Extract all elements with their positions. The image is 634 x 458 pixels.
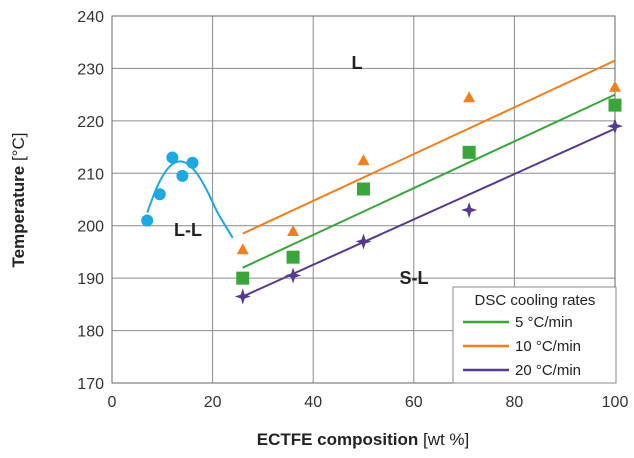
y-tick-label: 200	[77, 219, 104, 236]
x-tick-label: 80	[506, 394, 524, 411]
plot-frame	[111, 15, 616, 384]
region-label-s-l: S-L	[400, 268, 429, 288]
data-point-r20	[461, 201, 478, 218]
y-tick-labels: 170 180 190 200 210 220 230 240	[77, 9, 104, 393]
data-point-r20	[234, 288, 251, 305]
series-lines	[146, 59, 616, 298]
series-line-r20	[242, 127, 616, 298]
data-point-ll	[186, 156, 199, 169]
y-tick-label: 180	[77, 324, 104, 341]
region-label-l-l: L-L	[174, 220, 202, 240]
x-axis-title-main: ECTFE composition	[257, 430, 419, 449]
legend-label-10: 10 °C/min	[515, 338, 581, 355]
data-point-r10	[287, 224, 300, 236]
series-line-r5	[242, 93, 616, 269]
data-point-r5	[608, 98, 622, 112]
y-tick-label: 230	[77, 61, 104, 78]
data-point-r10	[236, 243, 249, 255]
legend-label-5: 5 °C/min	[515, 314, 573, 331]
data-point-ll	[141, 214, 154, 227]
x-tick-label: 0	[108, 394, 117, 411]
y-tick-label: 220	[77, 114, 104, 131]
data-point-r10	[463, 91, 476, 103]
series-line-r10	[242, 59, 616, 235]
data-point-r5	[236, 271, 250, 285]
x-tick-label: 100	[602, 394, 629, 411]
series-markers	[141, 80, 623, 305]
x-tick-labels: 0 20 40 60 80 100	[108, 394, 629, 411]
y-tick-label: 170	[77, 376, 104, 393]
x-tick-label: 60	[405, 394, 423, 411]
data-point-r20	[607, 118, 623, 135]
data-point-ll	[176, 169, 189, 182]
y-axis-title-unit: [°C]	[9, 133, 28, 162]
legend-title: DSC cooling rates	[475, 292, 596, 309]
y-tick-label: 240	[77, 9, 104, 26]
x-axis-title-unit: [wt %]	[423, 430, 469, 449]
data-point-r10	[609, 80, 621, 92]
data-point-r5	[357, 182, 370, 196]
data-point-ll	[166, 151, 179, 164]
legend: DSC cooling rates 5 °C/min 10 °C/min 20 …	[452, 286, 617, 384]
x-tick-label: 20	[204, 394, 222, 411]
data-point-r5	[462, 145, 476, 159]
y-tick-label: 210	[77, 166, 104, 183]
data-point-ll	[153, 188, 166, 201]
data-point-r20	[355, 233, 372, 250]
x-tick-label: 40	[304, 394, 322, 411]
legend-box	[452, 286, 617, 384]
data-point-r10	[357, 154, 370, 166]
legend-label-20: 20 °C/min	[515, 362, 581, 379]
y-axis-title: Temperature [°C]	[9, 133, 28, 268]
x-axis-title: ECTFE composition [wt %]	[257, 430, 470, 449]
y-axis-title-main: Temperature	[9, 166, 28, 268]
data-point-r20	[285, 267, 302, 284]
region-label-l: L	[352, 53, 363, 73]
data-point-r5	[286, 250, 300, 264]
y-tick-label: 190	[77, 271, 104, 288]
